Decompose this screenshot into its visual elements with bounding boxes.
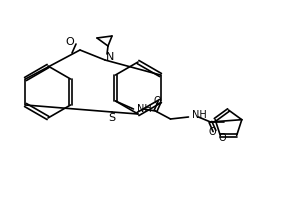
Text: N: N: [106, 52, 114, 62]
Text: NH: NH: [137, 104, 152, 114]
Text: O: O: [154, 96, 161, 106]
Text: O: O: [218, 133, 226, 143]
Text: NH: NH: [193, 110, 207, 120]
Text: O: O: [209, 127, 216, 137]
Text: S: S: [108, 113, 116, 123]
Text: O: O: [66, 37, 74, 47]
